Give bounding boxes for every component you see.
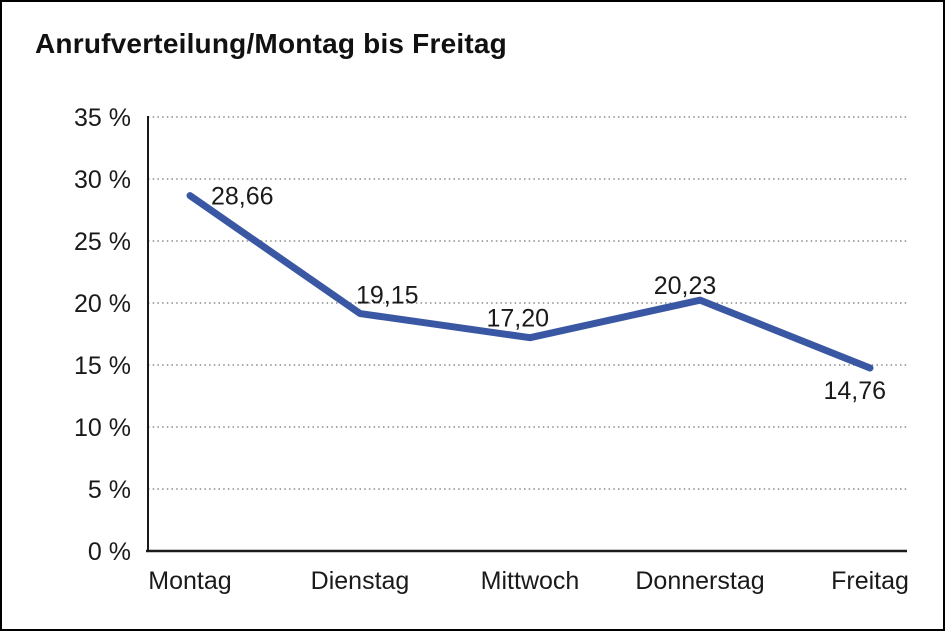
data-point-label: 20,23 [654, 272, 717, 300]
y-tick-label: 10 % [74, 414, 131, 442]
data-series [186, 192, 874, 372]
y-tick-label: 35 % [74, 104, 131, 132]
labels: 0 % 5 % 10 % 15 % 20 % 25 % 30 % 35 % Montag Dien… [74, 104, 909, 595]
data-point-label: 17,20 [486, 305, 549, 333]
x-tick-label: Dienstag [311, 567, 410, 595]
data-point-label: 14,76 [823, 377, 886, 405]
gridlines [148, 116, 907, 490]
data-line [186, 192, 874, 372]
data-point-label: 28,66 [211, 183, 274, 211]
x-tick-label: Donnerstag [635, 567, 764, 595]
x-tick-label: Freitag [831, 567, 909, 595]
y-tick-label: 5 % [88, 476, 131, 504]
axes [146, 116, 907, 553]
x-tick-label: Montag [148, 567, 231, 595]
chart-title: Anrufverteilung/Montag bis Freitag [35, 28, 507, 59]
y-tick-label: 30 % [74, 166, 131, 194]
y-tick-label: 20 % [74, 290, 131, 318]
x-tick-label: Mittwoch [481, 567, 580, 595]
data-point-label: 19,15 [356, 282, 419, 310]
y-tick-label: 15 % [74, 352, 131, 380]
y-tick-label: 0 % [88, 538, 131, 566]
y-tick-label: 25 % [74, 228, 131, 256]
